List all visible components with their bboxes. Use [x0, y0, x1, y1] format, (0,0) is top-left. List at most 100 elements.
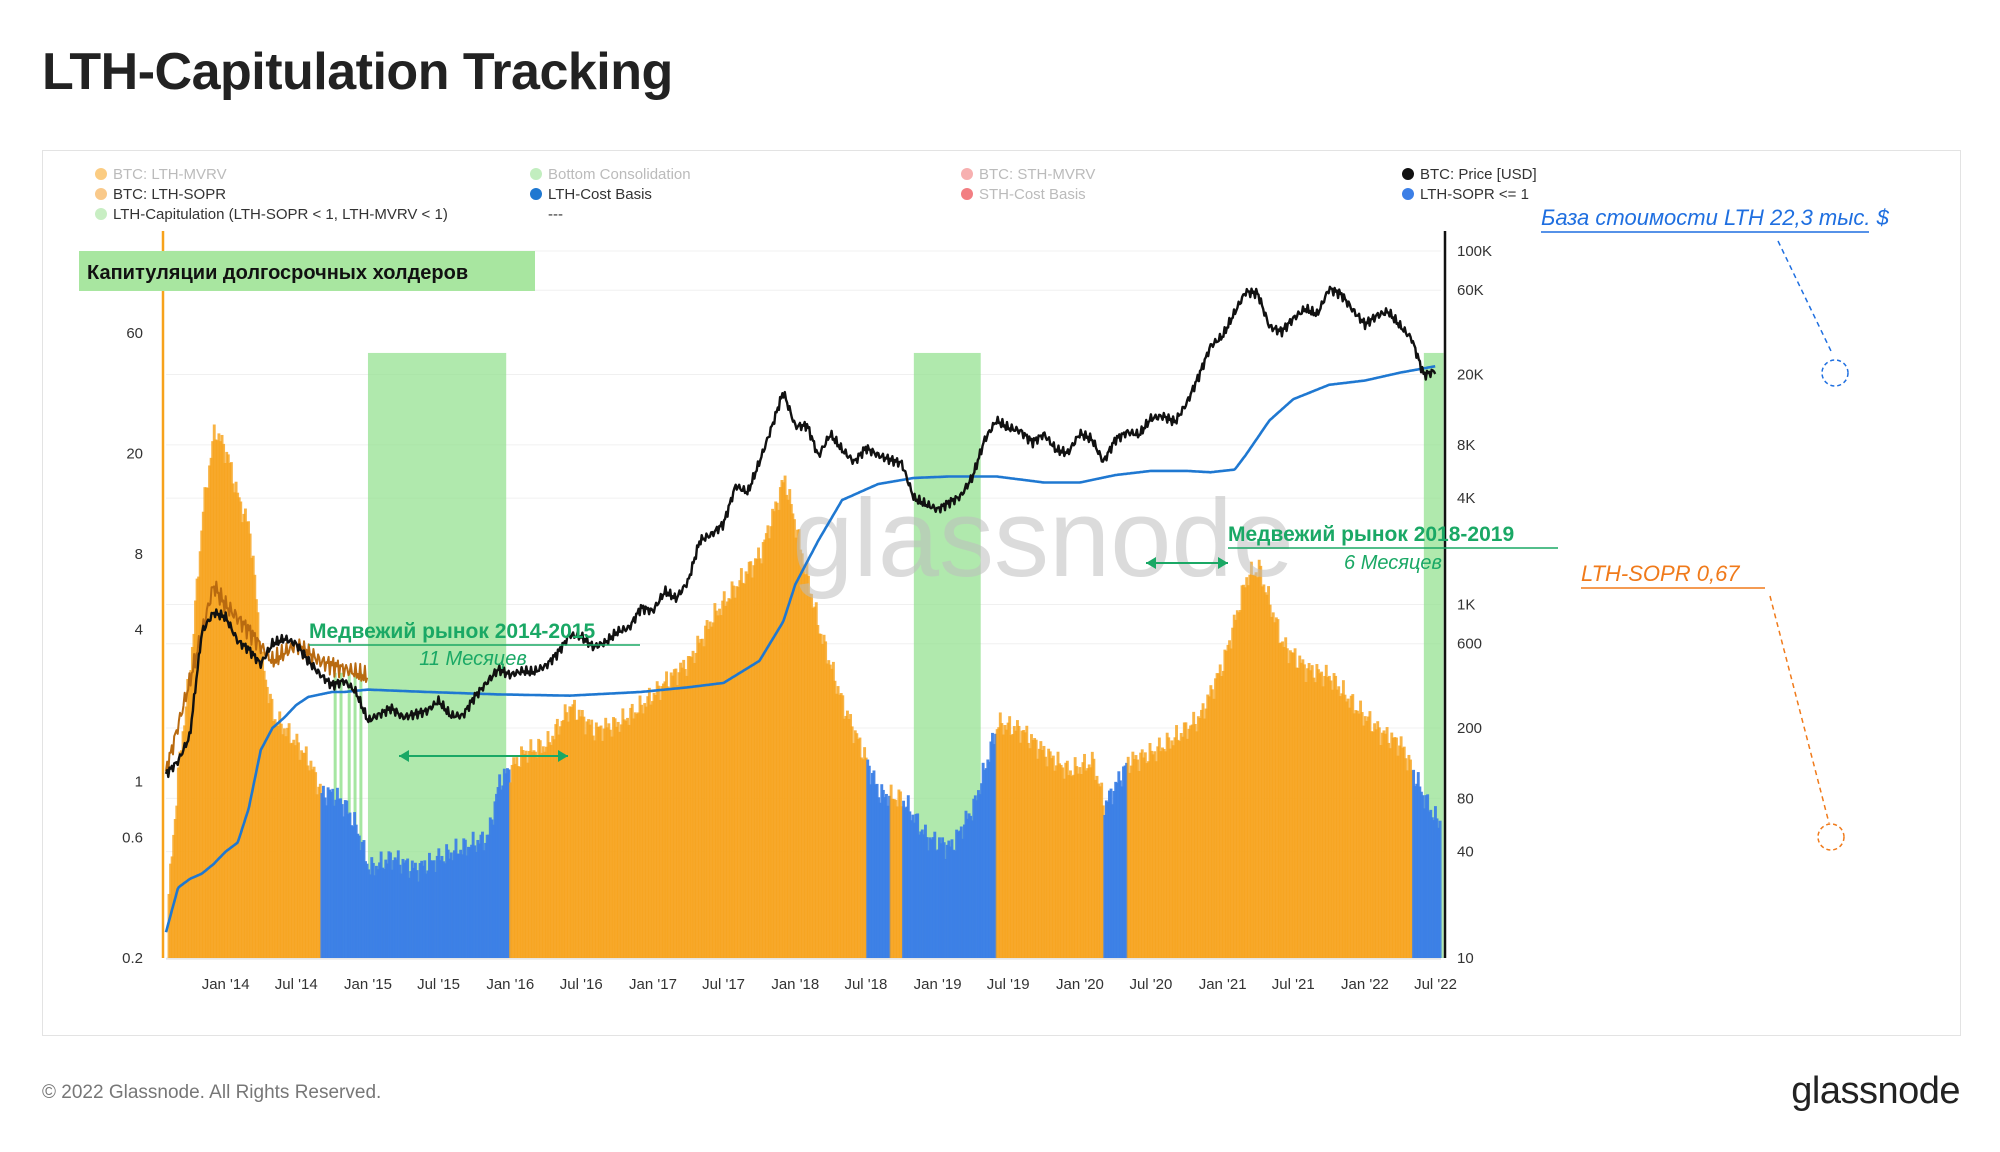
mvrv-bar [615, 726, 619, 958]
mvrv-bar [1329, 680, 1333, 958]
mvrv-bar [796, 529, 799, 958]
mvrv-bar [331, 788, 335, 958]
mvrv-bar [1000, 723, 1004, 958]
mvrv-bar [601, 740, 605, 958]
mvrv-bar [1390, 732, 1394, 958]
cost-basis-marker [1821, 359, 1849, 387]
mvrv-bar [668, 688, 672, 958]
mvrv-bar [867, 765, 871, 958]
mvrv-bar [997, 727, 1001, 958]
mvrv-bar [1214, 678, 1217, 958]
mvrv-bar [1006, 722, 1010, 958]
mvrv-bar [354, 824, 358, 958]
mvrv-bar [353, 812, 357, 958]
mvrv-bar [1016, 720, 1019, 958]
legend-item: LTH-SOPR <= 1 [1420, 186, 1529, 203]
legend-dot [530, 168, 542, 180]
mvrv-bar [1313, 682, 1317, 958]
mvrv-bar [1359, 700, 1363, 958]
mvrv-bar [292, 739, 296, 958]
mvrv-bar [1125, 762, 1129, 958]
mvrv-bar [1256, 577, 1260, 958]
mvrv-bar [477, 843, 481, 958]
mvrv-bar [479, 834, 483, 958]
mvrv-bar [1421, 795, 1425, 958]
right-tick-label: 1K [1457, 597, 1475, 614]
mvrv-bar [661, 683, 665, 958]
mvrv-bar [493, 801, 497, 958]
mvrv-bar [1136, 759, 1139, 958]
left-tick-label: 60 [126, 325, 143, 342]
mvrv-bar [802, 564, 806, 958]
mvrv-bar [872, 770, 876, 958]
mvrv-bar [905, 806, 909, 958]
mvrv-bar [775, 502, 779, 958]
mvrv-bar [421, 865, 425, 958]
x-tick-label: Jul '22 [1414, 976, 1457, 993]
mvrv-bar [309, 760, 313, 958]
mvrv-bar [1008, 716, 1012, 958]
mvrv-bar [958, 830, 962, 958]
mvrv-bar [994, 733, 998, 958]
mvrv-bar [420, 860, 424, 958]
mvrv-bar [192, 633, 196, 958]
mvrv-bar [1065, 760, 1069, 958]
mvrv-bar [1298, 655, 1302, 958]
mvrv-bar [685, 675, 689, 958]
mvrv-bar [326, 787, 330, 958]
mvrv-bar [1242, 584, 1246, 958]
mvrv-bar [1338, 696, 1342, 958]
mvrv-bar [407, 877, 411, 958]
mvrv-bar [938, 837, 941, 958]
mvrv-bar [1033, 738, 1037, 958]
right-tick-label: 100K [1457, 243, 1492, 260]
mvrv-bar [962, 824, 966, 958]
mvrv-bar [1036, 758, 1040, 958]
mvrv-bar [1240, 585, 1244, 958]
mvrv-bar [1432, 820, 1436, 958]
mvrv-bar [771, 508, 775, 958]
mvrv-bar [1290, 652, 1294, 958]
mvrv-bar [473, 845, 477, 958]
mvrv-bar [507, 769, 511, 958]
mvrv-bar [1020, 730, 1024, 958]
mvrv-bar [499, 789, 503, 958]
mvrv-bar [878, 802, 882, 958]
mvrv-bar [544, 746, 548, 958]
mvrv-bar [336, 787, 339, 958]
mvrv-bar [1251, 575, 1255, 958]
mvrv-bar [513, 763, 517, 958]
mvrv-bar [1081, 762, 1085, 958]
mvrv-bar [404, 860, 408, 958]
legend-item: STH-Cost Basis [979, 186, 1086, 203]
mvrv-bar [220, 434, 224, 958]
mvrv-bar [1200, 709, 1203, 958]
mvrv-bar [1084, 770, 1088, 958]
mvrv-bar [401, 858, 405, 958]
mvrv-bar [864, 757, 868, 958]
mvrv-bar [535, 757, 539, 958]
mvrv-bar [732, 585, 736, 958]
mvrv-bar [922, 834, 926, 958]
mvrv-bar [546, 731, 550, 958]
mvrv-bar [1218, 664, 1222, 958]
mvrv-bar [1131, 751, 1135, 958]
mvrv-bar [1075, 766, 1079, 958]
legend: BTC: LTH-MVRV Bottom Consolidation BTC: ST… [95, 166, 1537, 223]
mvrv-bar [1388, 748, 1392, 958]
mvrv-bar [512, 757, 516, 958]
mvrv-bar [652, 692, 656, 958]
mvrv-bar [1012, 726, 1016, 958]
mvrv-bar [800, 553, 804, 958]
mvrv-bar [304, 746, 308, 958]
mvrv-bar [204, 487, 208, 958]
mvrv-bar [1374, 729, 1378, 958]
mvrv-bar [504, 773, 508, 958]
mvrv-bar [1263, 592, 1267, 958]
mvrv-bar [452, 850, 456, 958]
mvrv-bar [272, 720, 275, 958]
mvrv-bar [268, 693, 272, 958]
mvrv-bar [766, 525, 770, 958]
mvrv-bar [948, 846, 952, 958]
mvrv-bar [1093, 779, 1097, 958]
